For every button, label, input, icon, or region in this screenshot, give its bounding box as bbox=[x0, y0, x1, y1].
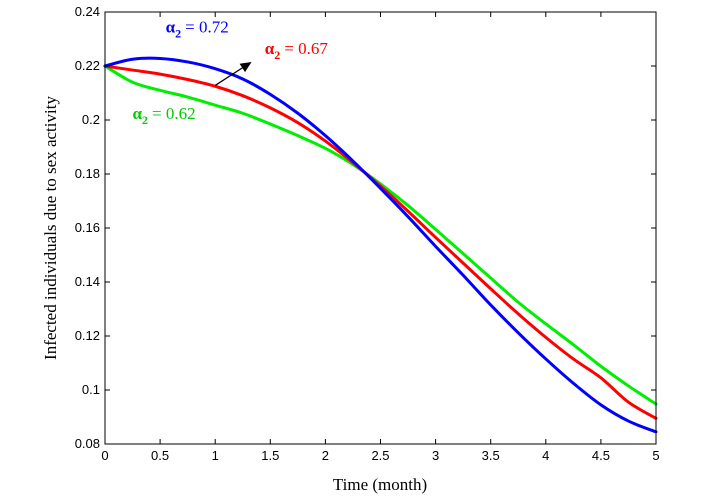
series-line bbox=[103, 64, 658, 406]
x-axis: 0 0.5 1 1.5 2 2.5 3 3.5 4 4.5 5 bbox=[101, 12, 660, 463]
y-tick-label: 0.24 bbox=[75, 4, 100, 19]
y-tick-label: 0.08 bbox=[75, 436, 100, 451]
arrow-shaft bbox=[214, 67, 243, 86]
arrow-layer bbox=[214, 61, 252, 86]
series-annotation: α2 = 0.62 bbox=[133, 104, 196, 127]
y-tick-label: 0.18 bbox=[75, 166, 100, 181]
series-layer bbox=[103, 56, 658, 434]
y-axis-title: Infected individuals due to sex activity bbox=[41, 96, 60, 360]
x-axis-title: Time (month) bbox=[333, 475, 427, 494]
y-tick-label: 0.1 bbox=[82, 382, 100, 397]
y-tick-label: 0.2 bbox=[82, 112, 100, 127]
annotation-layer: α2 = 0.72 α2 = 0.67 α2 = 0.62 bbox=[133, 17, 329, 127]
plot-area bbox=[105, 12, 656, 444]
x-tick-label: 1 bbox=[212, 448, 219, 463]
y-tick-label: 0.14 bbox=[75, 274, 100, 289]
arrow-head bbox=[239, 61, 252, 73]
x-tick-label: 2.5 bbox=[371, 448, 389, 463]
x-tick-label: 1.5 bbox=[261, 448, 279, 463]
x-tick-label: 0 bbox=[101, 448, 108, 463]
x-tick-label: 3.5 bbox=[482, 448, 500, 463]
y-axis: 0.08 0.1 0.12 0.14 0.16 0.18 0.2 0.22 0.24 bbox=[75, 4, 656, 451]
x-tick-label: 0.5 bbox=[151, 448, 169, 463]
x-tick-label: 4.5 bbox=[592, 448, 610, 463]
x-tick-label: 4 bbox=[542, 448, 549, 463]
x-tick-label: 2 bbox=[322, 448, 329, 463]
series-line bbox=[103, 64, 658, 420]
y-tick-label: 0.16 bbox=[75, 220, 100, 235]
x-tick-label: 5 bbox=[652, 448, 659, 463]
x-tick-label: 3 bbox=[432, 448, 439, 463]
y-tick-label: 0.12 bbox=[75, 328, 100, 343]
series-annotation: α2 = 0.67 bbox=[265, 39, 329, 62]
y-tick-label: 0.22 bbox=[75, 58, 100, 73]
series-line bbox=[103, 56, 658, 434]
series-annotation: α2 = 0.72 bbox=[166, 17, 229, 40]
